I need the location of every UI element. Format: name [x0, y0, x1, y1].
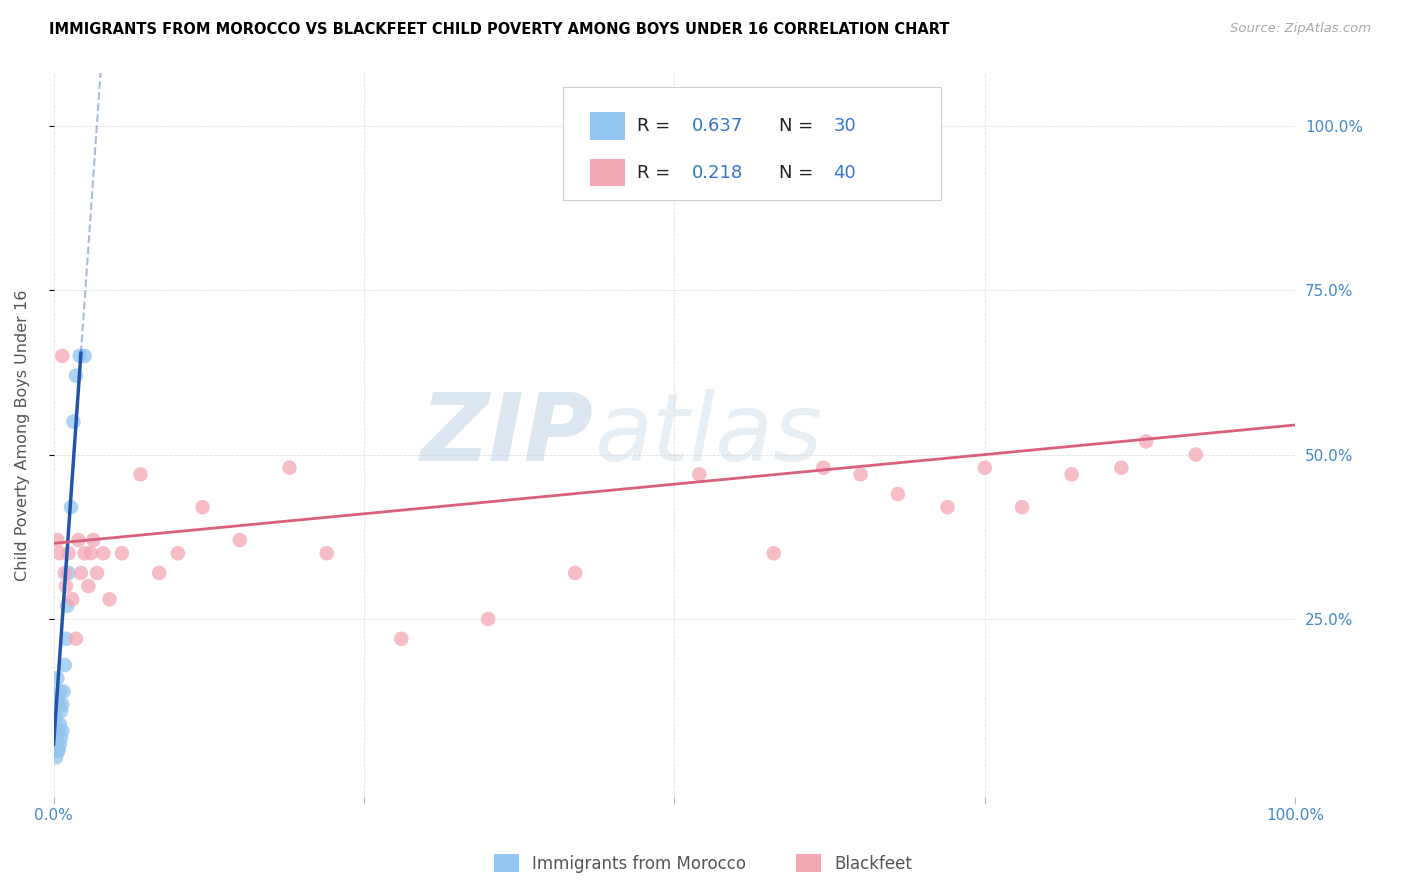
- Point: [65, 368, 87, 383]
- Text: 0.218: 0.218: [692, 163, 742, 182]
- Text: atlas: atlas: [593, 389, 823, 480]
- Text: 0.637: 0.637: [692, 117, 744, 136]
- Point: [129, 467, 152, 482]
- Text: ZIP: ZIP: [420, 389, 593, 481]
- Point: [51, 723, 73, 738]
- Point: [813, 460, 835, 475]
- Point: [48, 723, 70, 738]
- Point: [46, 723, 69, 738]
- Point: [55, 632, 77, 646]
- Point: [53, 566, 76, 580]
- Point: [762, 546, 785, 560]
- Point: [45, 750, 67, 764]
- Point: [53, 658, 76, 673]
- Point: [49, 704, 72, 718]
- Text: N =: N =: [779, 163, 818, 182]
- Point: [45, 711, 67, 725]
- Point: [48, 744, 70, 758]
- Point: [278, 460, 301, 475]
- Text: 30: 30: [834, 117, 856, 136]
- Point: [166, 546, 188, 560]
- Point: [62, 415, 84, 429]
- Point: [82, 533, 104, 547]
- Point: [46, 690, 69, 705]
- Point: [477, 612, 499, 626]
- Point: [59, 500, 82, 515]
- Point: [51, 698, 73, 712]
- Point: [1111, 460, 1133, 475]
- Bar: [591, 112, 624, 140]
- Point: [46, 533, 69, 547]
- Text: Source: ZipAtlas.com: Source: ZipAtlas.com: [1230, 22, 1371, 36]
- Point: [49, 546, 72, 560]
- Point: [49, 737, 72, 751]
- Point: [1185, 448, 1208, 462]
- Point: [56, 599, 79, 613]
- Point: [49, 717, 72, 731]
- Point: [77, 579, 100, 593]
- Text: R =: R =: [637, 163, 676, 182]
- Point: [111, 546, 134, 560]
- Point: [44, 723, 66, 738]
- Point: [44, 698, 66, 712]
- Point: [98, 592, 121, 607]
- Text: 40: 40: [834, 163, 856, 182]
- Point: [91, 546, 114, 560]
- Point: [229, 533, 252, 547]
- Point: [45, 737, 67, 751]
- Point: [1135, 434, 1157, 449]
- Point: [148, 566, 170, 580]
- Point: [73, 349, 96, 363]
- Point: [60, 592, 83, 607]
- Point: [887, 487, 910, 501]
- Point: [46, 671, 69, 685]
- Point: [49, 731, 72, 745]
- Point: [65, 632, 87, 646]
- Point: [564, 566, 586, 580]
- Point: [973, 460, 995, 475]
- Point: [52, 684, 75, 698]
- Point: [936, 500, 959, 515]
- Bar: [591, 159, 624, 186]
- Point: [48, 698, 70, 712]
- Text: IMMIGRANTS FROM MOROCCO VS BLACKFEET CHILD POVERTY AMONG BOYS UNDER 16 CORRELATI: IMMIGRANTS FROM MOROCCO VS BLACKFEET CHI…: [49, 22, 949, 37]
- Point: [67, 533, 90, 547]
- Y-axis label: Child Poverty Among Boys Under 16: Child Poverty Among Boys Under 16: [15, 289, 30, 581]
- Point: [58, 566, 80, 580]
- Point: [688, 467, 710, 482]
- Point: [315, 546, 337, 560]
- Point: [1060, 467, 1083, 482]
- Point: [80, 546, 103, 560]
- Point: [849, 467, 872, 482]
- Point: [1011, 500, 1033, 515]
- Point: [58, 546, 80, 560]
- Point: [191, 500, 214, 515]
- Point: [86, 566, 108, 580]
- Point: [73, 546, 96, 560]
- Point: [51, 349, 73, 363]
- Point: [46, 744, 69, 758]
- Point: [55, 579, 77, 593]
- Legend: Immigrants from Morocco, Blackfeet: Immigrants from Morocco, Blackfeet: [486, 847, 920, 880]
- Point: [44, 744, 66, 758]
- Text: N =: N =: [779, 117, 818, 136]
- Point: [70, 566, 93, 580]
- Point: [69, 349, 91, 363]
- Point: [49, 684, 72, 698]
- FancyBboxPatch shape: [562, 87, 941, 200]
- Point: [389, 632, 412, 646]
- Text: R =: R =: [637, 117, 676, 136]
